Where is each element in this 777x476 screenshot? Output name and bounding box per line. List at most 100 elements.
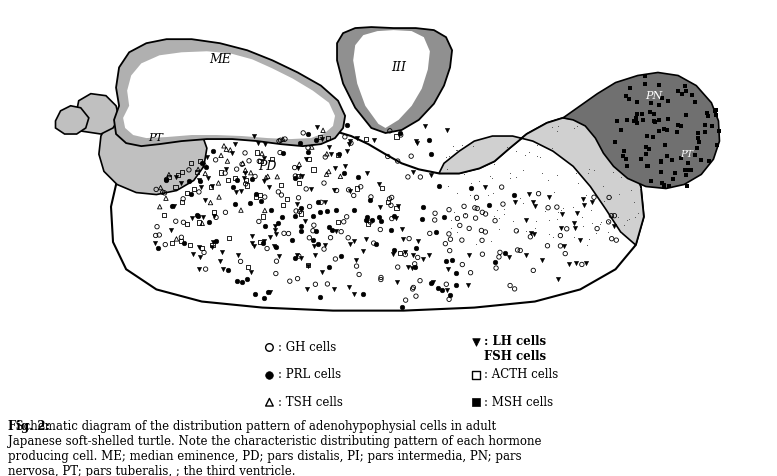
Point — [305, 186, 317, 193]
Point — [523, 148, 535, 156]
Point — [580, 191, 593, 198]
Point — [615, 126, 627, 133]
Point — [611, 117, 623, 125]
Point — [602, 228, 615, 236]
Point — [674, 155, 687, 162]
Point — [432, 284, 444, 292]
Point — [166, 226, 178, 234]
Point — [569, 115, 581, 122]
Point — [315, 135, 328, 142]
Polygon shape — [111, 118, 644, 311]
Point — [470, 338, 483, 346]
Point — [270, 258, 283, 265]
Point — [254, 191, 267, 199]
Point — [543, 230, 556, 238]
Point — [583, 235, 595, 243]
Point — [661, 98, 674, 105]
Point — [364, 218, 377, 226]
Point — [169, 183, 182, 190]
Point — [192, 166, 204, 173]
Point — [312, 198, 324, 206]
Point — [226, 149, 239, 157]
Point — [709, 106, 722, 114]
Point — [668, 169, 681, 176]
Point — [514, 247, 527, 254]
Point — [464, 191, 476, 198]
Point — [185, 190, 197, 198]
Point — [301, 149, 314, 156]
Point — [503, 282, 516, 289]
Point — [702, 112, 714, 120]
Point — [402, 173, 414, 181]
Point — [658, 183, 671, 190]
Point — [207, 208, 220, 216]
Point — [631, 98, 643, 106]
Point — [159, 241, 172, 248]
Point — [639, 72, 651, 79]
Text: PT: PT — [148, 133, 163, 143]
Point — [262, 288, 274, 296]
Point — [509, 198, 521, 206]
Point — [295, 210, 308, 218]
Point — [194, 253, 207, 261]
Point — [490, 206, 503, 214]
Point — [419, 122, 431, 129]
Point — [357, 290, 369, 298]
Point — [289, 212, 301, 220]
Point — [441, 165, 453, 173]
Point — [151, 223, 163, 230]
Point — [577, 196, 589, 203]
Point — [300, 185, 312, 193]
Point — [235, 278, 248, 286]
Point — [514, 195, 527, 202]
Point — [263, 398, 276, 406]
Point — [427, 278, 439, 286]
Point — [462, 281, 475, 288]
Point — [713, 127, 726, 135]
Point — [188, 185, 200, 193]
Point — [608, 139, 621, 146]
Point — [272, 188, 284, 196]
Point — [207, 238, 219, 246]
Text: : TSH cells: : TSH cells — [277, 396, 343, 409]
Point — [277, 135, 289, 143]
Point — [414, 173, 427, 181]
Point — [274, 137, 287, 144]
Point — [232, 177, 244, 184]
Point — [193, 188, 205, 196]
Point — [603, 194, 615, 201]
Point — [463, 225, 476, 232]
Point — [548, 188, 560, 196]
Point — [701, 109, 713, 117]
Point — [160, 177, 172, 184]
Point — [576, 213, 588, 221]
Point — [442, 265, 455, 273]
Point — [246, 239, 259, 247]
Point — [571, 209, 584, 217]
Point — [325, 150, 337, 158]
Point — [239, 149, 251, 157]
Point — [265, 206, 277, 214]
Point — [259, 207, 271, 214]
Point — [605, 193, 617, 201]
Point — [551, 203, 563, 211]
Point — [399, 248, 411, 256]
Point — [594, 218, 607, 225]
Point — [224, 146, 236, 154]
Point — [213, 193, 225, 201]
Point — [532, 190, 545, 198]
Point — [393, 129, 406, 136]
Point — [402, 264, 414, 271]
Point — [360, 217, 372, 224]
Point — [555, 206, 567, 214]
Point — [275, 181, 287, 189]
Point — [337, 218, 350, 226]
Point — [648, 117, 660, 125]
Point — [629, 214, 641, 221]
Point — [320, 170, 333, 178]
Point — [375, 274, 387, 281]
Point — [569, 225, 581, 232]
Point — [629, 116, 642, 124]
Point — [493, 225, 505, 233]
Point — [493, 253, 505, 261]
